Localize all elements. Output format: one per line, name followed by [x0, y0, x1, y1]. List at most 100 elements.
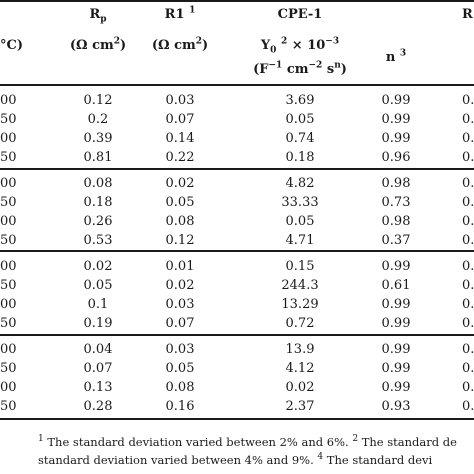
cell-y0: 33.33 [281, 195, 319, 210]
cell-temp: 00 [0, 259, 17, 274]
header-r1: R1 1 [164, 5, 196, 22]
cell-r1: 0.16 [165, 399, 195, 414]
header-temperature-fragment: °C) [0, 38, 23, 53]
cell-rp: 0.18 [83, 195, 113, 210]
cell-temp: 00 [0, 214, 17, 229]
cell-temp: 50 [0, 150, 17, 165]
cell-y0: 0.72 [285, 316, 315, 331]
cell-temp: 50 [0, 112, 17, 127]
cell-r1: 0.08 [165, 214, 195, 229]
cell-temp: 00 [0, 131, 17, 146]
header-y0: Y0 2 × 10−3 [260, 36, 340, 56]
cell-rp: 0.12 [83, 93, 113, 108]
cell-n: 0.99 [381, 297, 411, 312]
cell-rp: 0.81 [83, 150, 113, 165]
cell-n: 0.61 [381, 278, 411, 293]
cell-rp: 0.02 [83, 259, 113, 274]
cell-y0: 4.71 [285, 233, 315, 248]
header-rp-unit: (Ω cm2) [69, 36, 127, 53]
cell-y0: 0.05 [285, 112, 315, 127]
cell-rp: 0.39 [83, 131, 113, 146]
cell-temp: 50 [0, 316, 17, 331]
cell-extra: 0. [462, 131, 474, 146]
cell-y0: 13.9 [285, 342, 315, 357]
cell-rp: 0.26 [83, 214, 113, 229]
cell-r1: 0.08 [165, 380, 195, 395]
cell-extra: 0. [462, 297, 474, 312]
cell-y0: 4.82 [285, 176, 315, 191]
cell-n: 0.99 [381, 131, 411, 146]
cell-n: 0.37 [381, 233, 411, 248]
footnote-line-2: standard deviation varied between 4% and… [38, 452, 433, 467]
table-top-rule [0, 0, 474, 2]
cell-r1: 0.12 [165, 233, 195, 248]
cell-n: 0.99 [381, 93, 411, 108]
cell-r1: 0.02 [165, 278, 195, 293]
cell-rp: 0.19 [83, 316, 113, 331]
cell-temp: 00 [0, 176, 17, 191]
cell-n: 0.99 [381, 259, 411, 274]
cell-extra: 0. [462, 399, 474, 414]
cell-extra: 0. [462, 195, 474, 210]
cell-extra: 0. [462, 361, 474, 376]
cell-temp: 00 [0, 297, 17, 312]
cell-r1: 0.01 [165, 259, 195, 274]
cell-temp: 00 [0, 342, 17, 357]
cell-r1: 0.07 [165, 112, 195, 127]
header-rp: Rp [89, 7, 107, 25]
cell-r1: 0.02 [165, 176, 195, 191]
cell-r1: 0.05 [165, 361, 195, 376]
cell-y0: 2.37 [285, 399, 315, 414]
cell-r1: 0.03 [165, 342, 195, 357]
cell-rp: 0.07 [83, 361, 113, 376]
header-n: n 3 [385, 48, 407, 65]
cell-r1: 0.03 [165, 297, 195, 312]
cell-r1: 0.14 [165, 131, 195, 146]
cell-rp: 0.2 [87, 112, 109, 127]
cell-extra: 0. [462, 316, 474, 331]
cell-extra: 0. [462, 259, 474, 274]
cell-r1: 0.03 [165, 93, 195, 108]
cell-r1: 0.05 [165, 195, 195, 210]
cell-y0: 3.69 [285, 93, 315, 108]
cell-extra: 0. [462, 342, 474, 357]
cell-y0: 0.02 [285, 380, 315, 395]
cell-n: 0.98 [381, 176, 411, 191]
header-y0-unit: (F−1 cm−2 sn) [253, 60, 347, 77]
cell-rp: 0.28 [83, 399, 113, 414]
cell-rp: 0.1 [87, 297, 109, 312]
cell-temp: 50 [0, 278, 17, 293]
cell-y0: 4.12 [285, 361, 315, 376]
cell-y0: 0.15 [285, 259, 315, 274]
cell-temp: 00 [0, 380, 17, 395]
header-bottom-rule [0, 84, 474, 86]
cell-n: 0.98 [381, 214, 411, 229]
group-2-bottom-rule [0, 250, 474, 252]
cell-n: 0.96 [381, 150, 411, 165]
cell-n: 0.93 [381, 399, 411, 414]
cell-y0: 0.74 [285, 131, 315, 146]
cell-n: 0.99 [381, 361, 411, 376]
cell-extra: 0. [462, 278, 474, 293]
cell-n: 0.99 [381, 380, 411, 395]
cell-temp: 00 [0, 93, 17, 108]
cell-n: 0.99 [381, 342, 411, 357]
cell-temp: 50 [0, 399, 17, 414]
cell-y0: 0.18 [285, 150, 315, 165]
header-right-fragment: R [462, 7, 473, 22]
cell-extra: 0. [462, 214, 474, 229]
cell-rp: 0.05 [83, 278, 113, 293]
cell-n: 0.99 [381, 316, 411, 331]
table-bottom-rule [0, 418, 474, 420]
cell-r1: 0.07 [165, 316, 195, 331]
cell-rp: 0.08 [83, 176, 113, 191]
header-r1-unit: (Ω cm2) [151, 36, 209, 53]
cell-n: 0.73 [381, 195, 411, 210]
cell-n: 0.99 [381, 112, 411, 127]
cell-r1: 0.22 [165, 150, 195, 165]
cell-temp: 50 [0, 361, 17, 376]
cell-rp: 0.04 [83, 342, 113, 357]
cell-extra: 0. [462, 150, 474, 165]
cell-extra: 0. [462, 93, 474, 108]
cell-rp: 0.13 [83, 380, 113, 395]
